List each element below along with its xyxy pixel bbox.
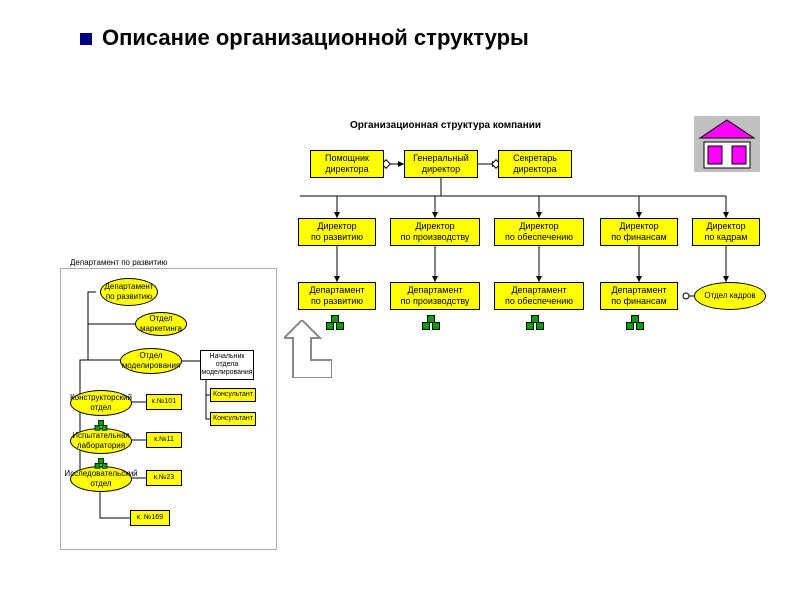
node-dir-fin: Директор по финансам — [600, 218, 678, 246]
cluster-icon — [422, 315, 440, 329]
node-dir-hr: Директор по кадрам — [692, 218, 760, 246]
node-dir-supply: Директор по обеспечению — [494, 218, 584, 246]
cluster-icon — [626, 315, 644, 329]
node-dep-prod: Департамент по производству — [390, 282, 480, 310]
node-dir-prod: Директор по производству — [390, 218, 480, 246]
node-dir-dev: Директор по развитию — [298, 218, 376, 246]
detail-panel — [60, 268, 277, 550]
node-dep-supply: Департамент по обеспечению — [494, 282, 584, 310]
node-dep-fin: Департамент по финансам — [600, 282, 678, 310]
house-icon — [694, 116, 760, 172]
cluster-icon — [526, 315, 544, 329]
node-secretary: Секретарь директора — [498, 150, 572, 178]
node-dep-dev: Департамент по развитию — [298, 282, 376, 310]
node-ceo: Генеральный директор — [404, 150, 478, 178]
node-assistant: Помощник директора — [310, 150, 384, 178]
detail-panel-title: Департамент по развитию — [70, 258, 168, 267]
node-hr-dept: Отдел кадров — [694, 282, 766, 310]
arrow-up-icon — [284, 320, 332, 378]
page: Описание организационной структуры Орган… — [0, 0, 800, 600]
